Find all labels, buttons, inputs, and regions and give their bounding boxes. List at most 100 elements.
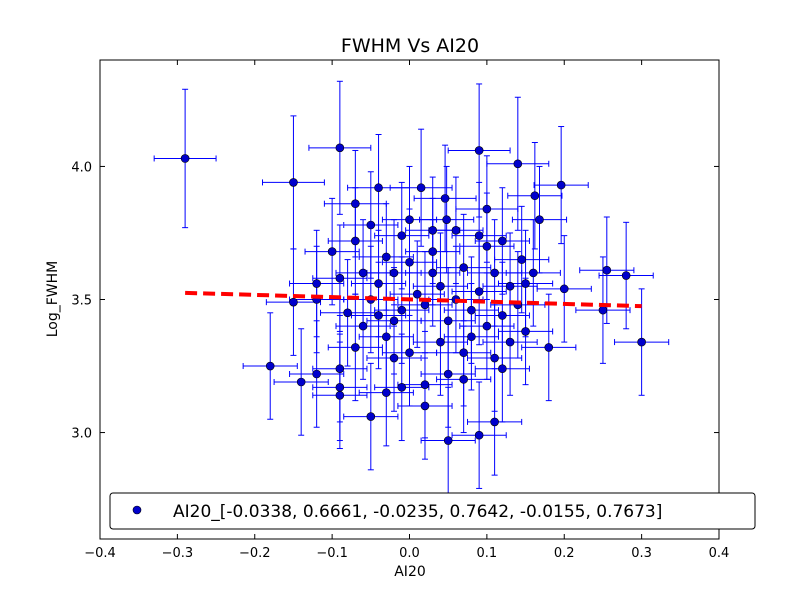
data-point [521,327,530,336]
data-point [498,236,507,246]
data-point [467,305,476,315]
legend-marker [132,505,142,515]
data-point [598,305,608,315]
data-point [498,364,507,373]
data-point [405,215,414,224]
data-point [397,305,407,315]
data-point [556,180,566,190]
x-tick-label: −0.3 [162,546,194,561]
data-point [436,281,445,291]
data-point [474,287,484,296]
data-point [490,417,499,427]
legend-box [109,492,756,530]
data-point [289,297,298,307]
data-point [397,383,407,392]
data-point [559,284,569,294]
data-point [602,265,612,275]
x-axis-label: AI20 [394,564,426,580]
data-point [358,268,368,278]
data-point [389,353,399,363]
data-point [335,364,345,373]
data-point [530,191,540,201]
data-point [374,279,383,288]
data-point [312,279,321,288]
data-point [420,380,430,389]
data-point [296,377,306,387]
data-point [505,281,515,291]
data-point [366,220,376,230]
data-point [474,146,484,155]
data-point [351,199,360,208]
data-point [436,337,445,347]
data-point [389,268,399,278]
data-point [397,231,407,240]
data-point [416,183,426,193]
data-point [459,375,468,384]
y-axis-label: Log_FWHM [45,261,61,338]
data-point [428,247,438,256]
data-point [474,430,484,440]
data-point [405,257,414,267]
data-point [535,215,544,224]
data-point [498,311,507,320]
data-point [517,255,526,264]
data-layer [153,80,670,495]
data-point [374,183,383,193]
data-point [482,241,492,251]
y-tick-label: 3.0 [71,427,92,442]
data-point [381,332,391,342]
x-tick-label: 0.2 [554,546,575,561]
data-point [521,279,530,288]
plot-area: −0.4 −0.3 −0.2 −0.1 0.0 0.1 0.2 0.3 0.4 3.0 3.5 4.0… [71,59,756,561]
data-point [351,236,360,246]
legend-label: AI20_[-0.0338, 0.6661, -0.0235, 0.7642, … [173,502,662,522]
data-point [335,143,345,153]
data-point [482,321,492,331]
x-tick-label: −0.2 [239,546,271,561]
data-point [621,271,631,280]
data-point [335,383,345,392]
data-point [440,194,450,203]
data-point [451,226,461,235]
x-tick-label: 0.4 [709,546,730,561]
data-point [405,348,414,358]
error-bar [467,368,523,476]
x-tick-label: 0.3 [631,546,652,561]
data-point [443,369,453,379]
legend: AI20_[-0.0338, 0.6661, -0.0235, 0.7642, … [109,492,756,530]
data-point [490,353,499,363]
fit-line [185,290,642,309]
data-point [312,369,321,379]
data-point [420,300,430,310]
chart-title: FWHM Vs AI20 [341,35,479,57]
data-point [335,390,345,400]
data-point [428,268,438,278]
data-point [490,268,499,278]
data-point [381,388,391,397]
x-tick-label: 0.1 [477,546,498,561]
x-tick-label: 0.0 [399,546,420,561]
data-point [528,268,538,278]
data-point [343,308,352,318]
data-point [505,337,515,347]
data-point [443,316,453,326]
data-point [443,436,453,445]
data-point [459,348,468,358]
data-point [389,316,399,326]
data-point [335,273,345,283]
data-point [265,361,275,371]
x-tick-label: −0.1 [316,546,348,561]
data-point [459,263,468,272]
data-point [374,311,383,320]
data-point [366,412,376,421]
data-point [180,154,190,163]
data-point [482,204,492,214]
data-point [351,343,360,352]
data-point [513,159,523,169]
y-tick-label: 3.5 [71,294,92,309]
data-point [381,252,391,262]
data-point [289,178,298,187]
data-point [412,289,422,299]
y-tick-label: 4.0 [71,160,92,175]
